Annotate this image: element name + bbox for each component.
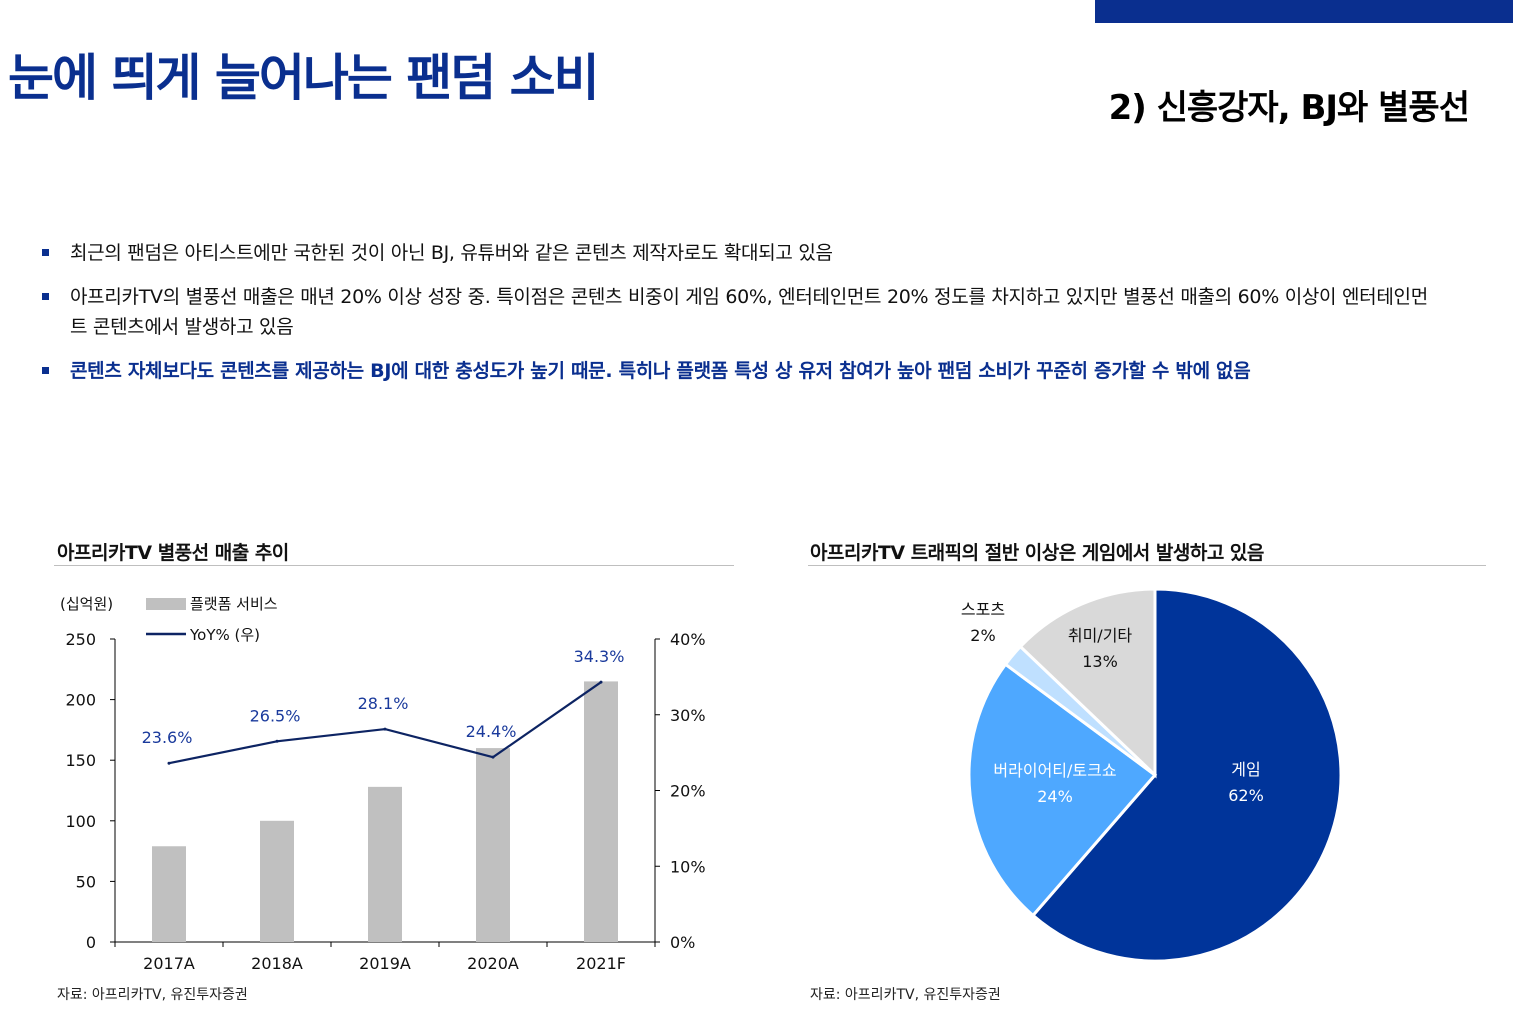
- pie-slice-percent: 2%: [970, 626, 995, 645]
- right-source-note: 자료: 아프리카TV, 유진투자증권: [810, 984, 1001, 1004]
- pie-slice-label: 스포츠: [961, 600, 1005, 619]
- pie-slice-percent: 62%: [1228, 786, 1264, 805]
- pie-slice-percent: 24%: [1037, 787, 1073, 806]
- pie-slice-label: 게임: [1231, 760, 1260, 779]
- pie-slice-label: 버라이어티/토크쇼: [993, 761, 1116, 780]
- pie-slice-label: 취미/기타: [1068, 626, 1133, 645]
- pie-slice-percent: 13%: [1082, 652, 1118, 671]
- pie-chart: 게임 62% 버라이어티/토크쇼 24% 스포츠 2% 취미/기타 13%: [0, 0, 1513, 1018]
